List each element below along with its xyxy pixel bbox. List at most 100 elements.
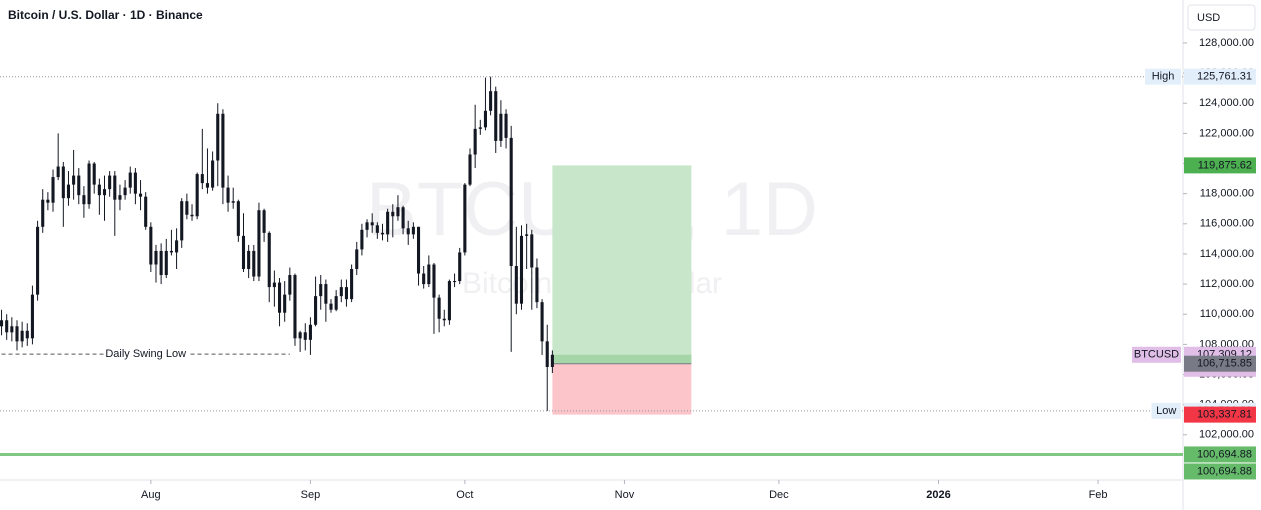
candle-body bbox=[51, 177, 55, 203]
candle-body bbox=[113, 175, 117, 200]
y-tick-label: 116,000.00 bbox=[1200, 218, 1254, 230]
candle-body bbox=[185, 201, 189, 215]
candle-body bbox=[535, 267, 539, 303]
candle-body bbox=[190, 214, 194, 217]
price-tag-name: Low bbox=[1156, 405, 1176, 417]
candle-body bbox=[283, 294, 287, 313]
candle-body bbox=[118, 195, 122, 200]
candle-body bbox=[504, 113, 508, 138]
candle-body bbox=[56, 166, 60, 178]
candle-body bbox=[514, 265, 518, 304]
candle-body bbox=[92, 163, 96, 185]
price-tag-label: 106,715.85 bbox=[1197, 358, 1252, 370]
candle-body bbox=[442, 318, 446, 321]
candle-body bbox=[231, 201, 235, 203]
candle-body bbox=[422, 273, 426, 285]
candle-body bbox=[5, 320, 9, 333]
candle-body bbox=[61, 166, 65, 199]
candle-body bbox=[149, 226, 153, 265]
candle-body bbox=[252, 250, 256, 277]
candle-body bbox=[200, 174, 204, 184]
profit-zone bbox=[552, 165, 692, 364]
candle-body bbox=[447, 281, 451, 321]
price-tag-label: 103,337.81 bbox=[1197, 409, 1252, 421]
candle-body bbox=[236, 201, 240, 236]
candle-body bbox=[370, 222, 374, 226]
candle-body bbox=[458, 252, 462, 282]
y-tick-label: 118,000.00 bbox=[1200, 188, 1254, 200]
candle-body bbox=[432, 264, 436, 298]
candle-body bbox=[226, 187, 230, 203]
candle-body bbox=[483, 110, 487, 128]
level-price-label: 100,694.88 bbox=[1197, 448, 1252, 460]
candle-body bbox=[411, 226, 415, 235]
candle-body bbox=[82, 195, 86, 205]
candle-body bbox=[298, 332, 302, 339]
candle-body bbox=[221, 113, 225, 188]
candle-body bbox=[329, 303, 333, 310]
candle-body bbox=[46, 199, 50, 203]
candle-body bbox=[416, 226, 421, 274]
swing-low-label: Daily Swing Low bbox=[105, 348, 186, 360]
candle-body bbox=[473, 128, 477, 155]
candle-body bbox=[128, 172, 132, 188]
candle-body bbox=[437, 297, 441, 319]
candle-body bbox=[97, 184, 101, 196]
price-tag-name: BTCUSD bbox=[1134, 349, 1179, 361]
candle-body bbox=[530, 234, 534, 268]
candle-body bbox=[478, 127, 482, 129]
candle-body bbox=[77, 175, 81, 196]
candle-body bbox=[216, 113, 220, 161]
candle-body bbox=[319, 284, 323, 297]
y-tick-label: 112,000.00 bbox=[1200, 278, 1254, 290]
candle-body bbox=[344, 287, 349, 300]
y-tick-label: 128,000.00 bbox=[1199, 37, 1254, 49]
candle-body bbox=[25, 330, 29, 339]
x-tick-label: Sep bbox=[301, 489, 321, 501]
loss-zone bbox=[552, 363, 692, 415]
candle-body bbox=[303, 332, 307, 340]
level-price-tag bbox=[1184, 446, 1256, 463]
candle-body bbox=[36, 226, 40, 295]
candle-body bbox=[314, 296, 318, 325]
candle-body bbox=[453, 281, 457, 283]
price-tag-label: 119,875.62 bbox=[1198, 159, 1252, 171]
candle-body bbox=[519, 235, 524, 304]
price-tag-name: High bbox=[1152, 71, 1175, 83]
y-tick-label: 110,000.00 bbox=[1200, 308, 1254, 320]
x-tick-label: 2026 bbox=[926, 489, 950, 501]
x-tick-label: Feb bbox=[1089, 489, 1108, 501]
candle-body bbox=[499, 113, 503, 141]
price-tag bbox=[1184, 68, 1256, 85]
candle-body bbox=[463, 184, 467, 253]
chart-title: Bitcoin / U.S. Dollar · 1D · Binance bbox=[8, 8, 203, 22]
candle-body bbox=[391, 211, 395, 217]
level-price-label: 100,694.88 bbox=[1197, 465, 1252, 477]
y-tick-label: 124,000.00 bbox=[1199, 97, 1254, 109]
open-pnl-zone bbox=[552, 354, 692, 364]
swing-low-label-bg bbox=[103, 348, 188, 361]
candle-body bbox=[396, 207, 400, 217]
candle-body bbox=[0, 320, 4, 327]
candle-body bbox=[164, 250, 168, 276]
candle-body bbox=[494, 91, 498, 141]
candle-body bbox=[20, 330, 24, 342]
candle-body bbox=[288, 275, 292, 295]
candle-body bbox=[324, 284, 328, 304]
candle-body bbox=[30, 294, 34, 339]
currency-button-label[interactable]: USD bbox=[1197, 12, 1220, 24]
candle-body bbox=[277, 282, 282, 313]
x-tick-label: Dec bbox=[769, 489, 789, 501]
candle-body bbox=[509, 137, 513, 266]
candle-body bbox=[144, 196, 148, 227]
candle-body bbox=[257, 210, 261, 277]
candle-body bbox=[334, 296, 338, 310]
candle-body bbox=[262, 210, 266, 233]
candle-body bbox=[293, 275, 297, 339]
candle-body bbox=[108, 175, 112, 190]
candle-body bbox=[267, 232, 271, 288]
currency-button[interactable] bbox=[1187, 4, 1256, 31]
level-price-tag bbox=[1184, 463, 1256, 480]
